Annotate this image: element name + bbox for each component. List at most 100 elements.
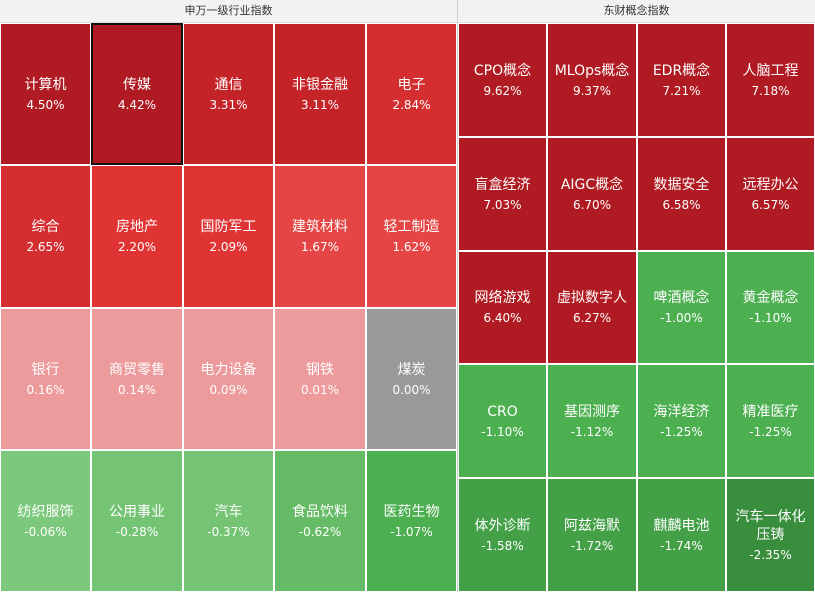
panel-divider (457, 0, 458, 592)
tile-change-value: 9.62% (483, 83, 522, 98)
tile-change-value: -1.10% (481, 424, 524, 439)
heatmap-tile[interactable]: 海洋经济 -1.25% (637, 364, 726, 478)
tile-change-value: 7.18% (751, 83, 790, 98)
tile-name: 虚拟数字人 (557, 290, 627, 306)
heatmap-tile[interactable]: 体外诊断 -1.58% (458, 478, 547, 592)
tile-name: 银行 (31, 361, 60, 378)
heatmap-tile[interactable]: 啤酒概念 -1.00% (637, 251, 726, 364)
concept-heatmap: CPO概念 9.62% MLOps概念 9.37% EDR概念 7.21% 人脑工程 7.18… (458, 23, 815, 592)
tile-name: EDR概念 (652, 62, 711, 79)
sw-industry-panel: 申万一级行业指数 计算机 4.50% 传媒 4.42% 通信 3.31% 非银金融 3.11%… (0, 0, 457, 592)
tile-name: AIGC概念 (560, 176, 624, 193)
tile-name: CRO (487, 403, 518, 420)
tile-change-value: -1.58% (481, 538, 524, 553)
heatmap-tile[interactable]: 建筑材料 1.67% (274, 165, 366, 308)
concept-panel: 东财概念指数 CPO概念 9.62% MLOps概念 9.37% EDR概念 7.21% 人… (458, 0, 815, 592)
heatmap-tile[interactable]: CPO概念 9.62% (458, 23, 547, 137)
tile-change-value: -0.62% (298, 524, 342, 539)
heatmap-tile[interactable]: 综合 2.65% (0, 165, 91, 308)
heatmap-tile[interactable]: 商贸零售 0.14% (91, 308, 183, 450)
tile-change-value: 7.03% (483, 197, 522, 212)
heatmap-tile[interactable]: 银行 0.16% (0, 308, 91, 450)
tile-name: 国防军工 (200, 219, 257, 235)
heatmap-tile[interactable]: 公用事业 -0.28% (91, 450, 183, 592)
tile-name: 黄金概念 (742, 290, 799, 306)
tile-change-value: -0.06% (24, 524, 67, 539)
tile-change-value: -1.25% (660, 424, 703, 439)
tile-name: 远程办公 (742, 176, 799, 193)
tile-name: 海洋经济 (653, 403, 710, 420)
tile-name: 啤酒概念 (653, 290, 710, 306)
tile-name: 医药生物 (383, 503, 440, 520)
heatmap-tile[interactable]: 传媒 4.42% (91, 23, 183, 165)
heatmap-tile[interactable]: 远程办公 6.57% (726, 137, 815, 251)
tile-change-value: 2.65% (26, 240, 65, 254)
tile-change-value: -1.12% (570, 424, 614, 439)
tile-name: 基因测序 (564, 403, 620, 420)
tile-change-value: 1.67% (300, 240, 340, 254)
tile-change-value: 4.42% (117, 97, 157, 112)
tile-change-value: 9.37% (572, 83, 612, 98)
heatmap-tile[interactable]: 计算机 4.50% (0, 23, 91, 165)
tile-change-value: 6.40% (483, 311, 522, 325)
heatmap-tile[interactable]: 基因测序 -1.12% (547, 364, 637, 478)
tile-change-value: -1.00% (660, 311, 703, 325)
heatmap-tile[interactable]: 数据安全 6.58% (637, 137, 726, 251)
tile-change-value: 0.00% (392, 382, 431, 397)
heatmap-tile[interactable]: EDR概念 7.21% (637, 23, 726, 137)
tile-change-value: -0.37% (207, 524, 250, 539)
tile-name: 建筑材料 (292, 219, 348, 235)
tile-change-value: -1.07% (390, 524, 433, 539)
tile-name: 电力设备 (200, 361, 257, 378)
tile-name: 轻工制造 (383, 219, 440, 235)
tile-name: 阿兹海默 (564, 517, 620, 534)
heatmap-tile[interactable]: 医药生物 -1.07% (366, 450, 457, 592)
tile-change-value: -2.35% (749, 547, 792, 562)
tile-name: 麒麟电池 (653, 517, 710, 534)
heatmap-tile[interactable]: 网络游戏 6.40% (458, 251, 547, 364)
tile-name: MLOps概念 (554, 62, 630, 79)
tile-change-value: 6.58% (662, 197, 701, 212)
heatmap-tile[interactable]: 食品饮料 -0.62% (274, 450, 366, 592)
heatmap-tile[interactable]: 房地产 2.20% (91, 165, 183, 308)
heatmap-tile[interactable]: 电子 2.84% (366, 23, 457, 165)
tile-name: 计算机 (24, 76, 67, 93)
heatmap-tile[interactable]: 人脑工程 7.18% (726, 23, 815, 137)
tile-name: 公用事业 (109, 503, 165, 520)
tile-change-value: -0.28% (115, 524, 159, 539)
heatmap-tile[interactable]: AIGC概念 6.70% (547, 137, 637, 251)
tile-change-value: 1.62% (392, 240, 431, 254)
tile-change-value: 2.20% (117, 240, 157, 254)
tile-change-value: 6.70% (572, 197, 612, 212)
tile-name: 食品饮料 (292, 503, 348, 520)
heatmap-tile[interactable]: MLOps概念 9.37% (547, 23, 637, 137)
heatmap-tile[interactable]: 钢铁 0.01% (274, 308, 366, 450)
tile-change-value: 0.09% (209, 382, 248, 397)
tile-name: 汽车 (214, 503, 243, 520)
heatmap-tile[interactable]: 非银金融 3.11% (274, 23, 366, 165)
tile-change-value: -1.25% (749, 424, 792, 439)
tile-name: 煤炭 (397, 361, 426, 378)
heatmap-tile[interactable]: 电力设备 0.09% (183, 308, 274, 450)
tile-change-value: 3.31% (209, 97, 248, 112)
heatmap-tile[interactable]: 纺织服饰 -0.06% (0, 450, 91, 592)
heatmap-tile[interactable]: 汽车 -0.37% (183, 450, 274, 592)
heatmap-tile[interactable]: 通信 3.31% (183, 23, 274, 165)
heatmap-tile[interactable]: 轻工制造 1.62% (366, 165, 457, 308)
heatmap-tile[interactable]: 精准医疗 -1.25% (726, 364, 815, 478)
heatmap-tile[interactable]: 黄金概念 -1.10% (726, 251, 815, 364)
heatmap-tile[interactable]: 阿兹海默 -1.72% (547, 478, 637, 592)
heatmap-tile[interactable]: 汽车一体化压铸 -2.35% (726, 478, 815, 592)
tile-name: 非银金融 (292, 76, 348, 93)
heatmap-tile[interactable]: 虚拟数字人 6.27% (547, 251, 637, 364)
tile-name: 网络游戏 (474, 290, 531, 306)
heatmap-tile[interactable]: 盲盒经济 7.03% (458, 137, 547, 251)
concept-title: 东财概念指数 (458, 0, 815, 23)
heatmap-tile[interactable]: CRO -1.10% (458, 364, 547, 478)
heatmap-tile[interactable]: 麒麟电池 -1.74% (637, 478, 726, 592)
heatmap-tile[interactable]: 煤炭 0.00% (366, 308, 457, 450)
tile-change-value: 4.50% (26, 97, 65, 112)
heatmap-tile[interactable]: 国防军工 2.09% (183, 165, 274, 308)
tile-name: 钢铁 (306, 361, 334, 378)
sw-industry-title: 申万一级行业指数 (0, 0, 457, 23)
